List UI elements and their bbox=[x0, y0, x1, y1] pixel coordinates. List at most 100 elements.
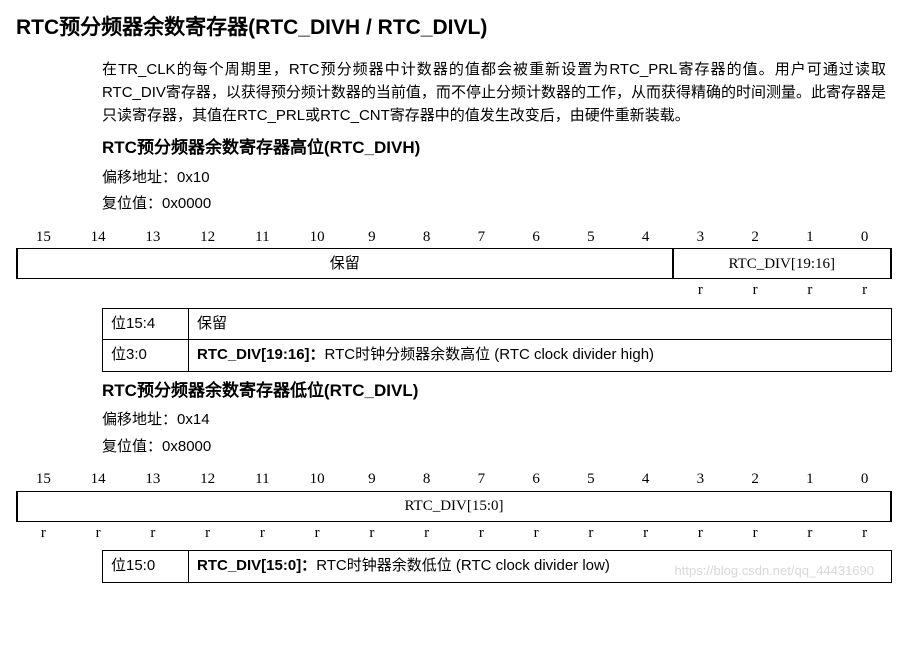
divl-field-rtcdiv: RTC_DIV[15:0] bbox=[17, 491, 891, 521]
divh-field-reserved: 保留 bbox=[17, 249, 673, 279]
rw-cell: r bbox=[673, 522, 728, 545]
divl-register-box: RTC_DIV[15:0] bbox=[16, 491, 892, 522]
table-row: 位15:4 保留 bbox=[103, 308, 892, 340]
rw-cell: r bbox=[454, 522, 509, 545]
divl-offset-value: 0x14 bbox=[177, 411, 210, 428]
bit-num: 8 bbox=[399, 468, 454, 491]
divh-reset: 复位值：0x0000 bbox=[102, 193, 886, 216]
divl-rw-row: r r r r r r r r r r r r r r r r bbox=[16, 522, 892, 545]
divl-reset: 复位值：0x8000 bbox=[102, 436, 886, 459]
divl-offset: 偏移地址：0x14 bbox=[102, 409, 886, 432]
table-row: 位3:0 RTC_DIV[19:16]：RTC时钟分频器余数高位 (RTC cl… bbox=[103, 340, 892, 372]
rw-cell bbox=[399, 279, 454, 302]
bit-num: 14 bbox=[71, 226, 126, 249]
bit-num: 15 bbox=[16, 468, 71, 491]
rw-cell: r bbox=[837, 522, 892, 545]
bit-num: 2 bbox=[728, 468, 783, 491]
rw-cell: r bbox=[783, 279, 838, 302]
rw-cell: r bbox=[728, 522, 783, 545]
rw-cell bbox=[345, 279, 400, 302]
rw-cell: r bbox=[618, 522, 673, 545]
bit-num: 13 bbox=[126, 468, 181, 491]
bit-num: 6 bbox=[509, 468, 564, 491]
divh-bit-header: 15 14 13 12 11 10 9 8 7 6 5 4 3 2 1 0 bbox=[16, 226, 892, 249]
table-row: 位15:0 RTC_DIV[15:0]：RTC时钟器余数低位 (RTC cloc… bbox=[103, 551, 892, 583]
bit-num: 11 bbox=[235, 226, 290, 249]
bit-num: 11 bbox=[235, 468, 290, 491]
rw-cell bbox=[180, 279, 235, 302]
bit-num: 6 bbox=[509, 226, 564, 249]
bit-num: 4 bbox=[618, 226, 673, 249]
rw-cell bbox=[71, 279, 126, 302]
rw-cell bbox=[618, 279, 673, 302]
rw-cell bbox=[126, 279, 181, 302]
rw-cell bbox=[16, 279, 71, 302]
bit-num: 3 bbox=[673, 468, 728, 491]
rw-cell: r bbox=[126, 522, 181, 545]
rw-cell: r bbox=[673, 279, 728, 302]
bit-num: 3 bbox=[673, 226, 728, 249]
divh-row1-bits: 位3:0 bbox=[103, 340, 189, 372]
rw-cell bbox=[454, 279, 509, 302]
divl-row0-text: RTC_DIV[15:0]：RTC时钟器余数低位 (RTC clock divi… bbox=[189, 551, 892, 583]
rw-cell: r bbox=[235, 522, 290, 545]
divh-reset-label: 复位值： bbox=[102, 195, 162, 212]
bit-num: 1 bbox=[783, 226, 838, 249]
rw-cell: r bbox=[71, 522, 126, 545]
bit-num: 14 bbox=[71, 468, 126, 491]
bit-num: 12 bbox=[180, 226, 235, 249]
bit-num: 0 bbox=[837, 468, 892, 491]
divh-offset: 偏移地址：0x10 bbox=[102, 167, 886, 190]
bit-num: 8 bbox=[399, 226, 454, 249]
rw-cell: r bbox=[783, 522, 838, 545]
rw-cell: r bbox=[290, 522, 345, 545]
description-paragraph: 在TR_CLK的每个周期里，RTC预分频器中计数器的值都会被重新设置为RTC_P… bbox=[102, 58, 886, 128]
bit-num: 2 bbox=[728, 226, 783, 249]
bit-num: 0 bbox=[837, 226, 892, 249]
rw-cell: r bbox=[564, 522, 619, 545]
rw-cell: r bbox=[399, 522, 454, 545]
divl-row0-bits: 位15:0 bbox=[103, 551, 189, 583]
divh-reset-value: 0x0000 bbox=[162, 195, 211, 212]
divl-title: RTC预分频器余数寄存器低位(RTC_DIVL) bbox=[102, 378, 886, 404]
bit-num: 7 bbox=[454, 226, 509, 249]
rw-cell bbox=[509, 279, 564, 302]
bit-num: 10 bbox=[290, 226, 345, 249]
divh-title: RTC预分频器余数寄存器高位(RTC_DIVH) bbox=[102, 135, 886, 161]
rw-cell: r bbox=[509, 522, 564, 545]
main-title: RTC预分频器余数寄存器(RTC_DIVH / RTC_DIVL) bbox=[16, 12, 892, 44]
divh-desc-table: 位15:4 保留 位3:0 RTC_DIV[19:16]：RTC时钟分频器余数高… bbox=[102, 308, 892, 372]
rw-cell: r bbox=[728, 279, 783, 302]
bit-num: 7 bbox=[454, 468, 509, 491]
divh-register-box: 保留 RTC_DIV[19:16] bbox=[16, 248, 892, 279]
bit-num: 1 bbox=[783, 468, 838, 491]
divl-offset-label: 偏移地址： bbox=[102, 411, 177, 428]
rw-cell: r bbox=[180, 522, 235, 545]
divl-desc-table: 位15:0 RTC_DIV[15:0]：RTC时钟器余数低位 (RTC cloc… bbox=[102, 550, 892, 583]
rw-cell bbox=[564, 279, 619, 302]
divh-row1-text: RTC_DIV[19:16]：RTC时钟分频器余数高位 (RTC clock d… bbox=[189, 340, 892, 372]
divh-row0-bits: 位15:4 bbox=[103, 308, 189, 340]
bit-num: 10 bbox=[290, 468, 345, 491]
bit-num: 15 bbox=[16, 226, 71, 249]
rw-cell: r bbox=[16, 522, 71, 545]
divl-reset-label: 复位值： bbox=[102, 438, 162, 455]
bit-num: 4 bbox=[618, 468, 673, 491]
bit-num: 9 bbox=[345, 468, 400, 491]
bit-num: 9 bbox=[345, 226, 400, 249]
rw-cell bbox=[235, 279, 290, 302]
rw-cell: r bbox=[345, 522, 400, 545]
divl-bit-header: 15 14 13 12 11 10 9 8 7 6 5 4 3 2 1 0 bbox=[16, 468, 892, 491]
divh-offset-value: 0x10 bbox=[177, 169, 210, 186]
divl-reset-value: 0x8000 bbox=[162, 438, 211, 455]
rw-cell: r bbox=[837, 279, 892, 302]
bit-num: 5 bbox=[564, 226, 619, 249]
rw-cell bbox=[290, 279, 345, 302]
divh-offset-label: 偏移地址： bbox=[102, 169, 177, 186]
divh-field-rtcdiv: RTC_DIV[19:16] bbox=[673, 249, 892, 279]
divh-row0-text: 保留 bbox=[189, 308, 892, 340]
bit-num: 13 bbox=[126, 226, 181, 249]
bit-num: 12 bbox=[180, 468, 235, 491]
bit-num: 5 bbox=[564, 468, 619, 491]
divh-rw-row: r r r r bbox=[16, 279, 892, 302]
